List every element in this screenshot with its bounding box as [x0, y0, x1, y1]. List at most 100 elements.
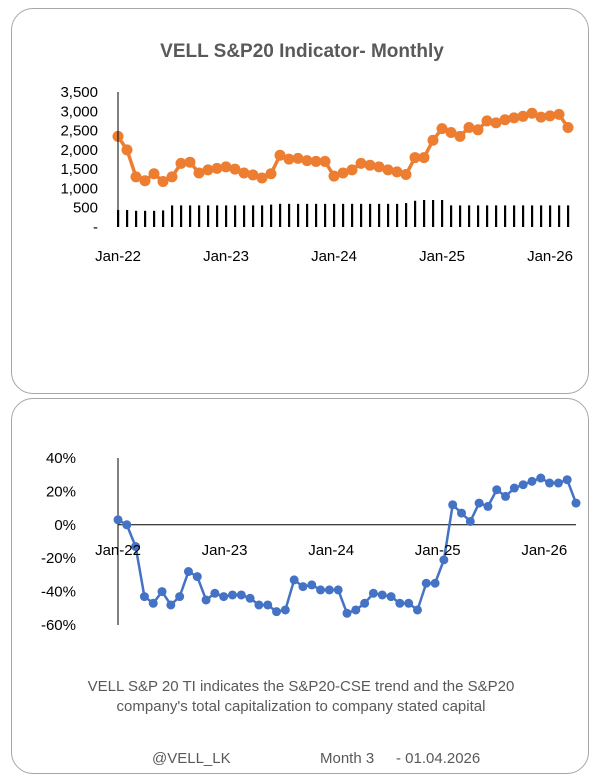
volume-bar — [225, 205, 228, 227]
volume-bar — [540, 205, 543, 227]
volume-bar — [297, 203, 300, 227]
indicator-point — [184, 156, 196, 168]
twitter-handle: @VELL_LK — [152, 750, 231, 767]
volume-bar — [513, 205, 516, 227]
trend-point — [316, 585, 326, 595]
volume-bar — [270, 204, 273, 227]
volume-bar — [558, 205, 561, 227]
indicator-point — [256, 172, 268, 184]
trend-point — [368, 588, 378, 598]
trend-point — [465, 516, 475, 526]
trend-point — [430, 578, 440, 588]
indicator-point — [454, 130, 466, 142]
trend-point — [298, 582, 308, 592]
volume-bar — [531, 205, 534, 227]
volume-bar — [414, 200, 417, 227]
trend-point — [518, 480, 528, 490]
trend-point — [324, 585, 334, 595]
trend-point — [272, 607, 282, 617]
trend-point — [175, 592, 185, 602]
trend-point — [395, 598, 405, 608]
trend-point — [360, 598, 370, 608]
volume-bar — [306, 203, 309, 227]
trend-point — [157, 587, 167, 597]
y-tick-label: - — [93, 219, 98, 236]
y-tick-label: -60% — [41, 617, 76, 634]
volume-bar — [378, 203, 381, 227]
indicator-point — [391, 166, 403, 178]
volume-bar — [495, 205, 498, 227]
volume-bar — [198, 205, 201, 227]
volume-bar — [216, 205, 219, 227]
volume-bar — [441, 200, 444, 227]
indicator-point — [463, 121, 475, 133]
footnote: VELL S&P 20 TI indicates the S&P20-CSE t… — [87, 678, 515, 715]
chart-title: VELL S&P20 Indicator- Monthly — [160, 41, 444, 62]
x-tick-label: Jan-24 — [311, 248, 357, 265]
indicator-chart: VELL S&P20 Indicator- Monthly 3,500 3,000… — [60, 41, 574, 265]
indicator-point — [238, 167, 250, 179]
volume-bar — [333, 203, 336, 227]
volume-bar — [243, 205, 246, 227]
indicator-point — [211, 162, 223, 174]
volume-bar — [405, 203, 408, 227]
trend-point — [351, 605, 361, 615]
indicator-point — [247, 169, 259, 181]
trend-point — [492, 485, 502, 495]
indicator-point — [310, 155, 322, 167]
trend-point — [263, 600, 273, 610]
trend-point — [201, 595, 211, 605]
volume-bar — [459, 205, 462, 227]
volume-bar — [180, 205, 183, 227]
indicator-point — [175, 157, 187, 169]
volume-bar — [171, 205, 174, 227]
volume-bar — [162, 210, 165, 227]
indicator-point — [436, 123, 448, 135]
trend-point — [333, 585, 343, 595]
indicator-point — [364, 159, 376, 171]
trend-chart-panel: 40% 20% 0% -20% -40% -60% Jan-22 Jan-23 Jan-24 J… — [11, 398, 589, 774]
trend-point — [474, 498, 484, 508]
indicator-point — [130, 171, 142, 183]
volume-bar — [468, 205, 471, 227]
x-tick-label: Jan-24 — [308, 542, 354, 559]
y-tick-label: 0% — [54, 517, 76, 534]
volume-bar — [477, 205, 480, 227]
trend-point — [245, 593, 255, 603]
indicator-point — [301, 155, 313, 167]
trend-point — [421, 578, 431, 588]
y-tick-label: 3,500 — [60, 84, 98, 101]
x-tick-label: Jan-26 — [527, 248, 573, 265]
trend-point — [342, 608, 352, 618]
indicator-point — [265, 168, 277, 180]
volume-bar — [450, 205, 453, 227]
trend-point — [483, 501, 493, 511]
indicator-point — [193, 167, 205, 179]
indicator-point — [139, 175, 151, 187]
indicator-point — [526, 107, 538, 119]
indicator-point — [355, 157, 367, 169]
trend-point — [113, 515, 123, 525]
trend-point — [236, 590, 246, 600]
y-tick-label: 500 — [73, 200, 98, 217]
volume-bar — [153, 210, 156, 227]
indicator-point — [472, 124, 484, 136]
indicator-point — [373, 161, 385, 173]
indicator-point — [148, 168, 160, 180]
trend-point — [562, 475, 572, 485]
y-tick-label: 1,000 — [60, 180, 98, 197]
trend-point — [457, 508, 466, 518]
indicator-point — [562, 121, 574, 133]
volume-bar — [549, 205, 552, 227]
volume-bar — [369, 203, 372, 227]
volume-bar — [126, 210, 129, 227]
trend-point — [307, 580, 317, 590]
trend-point — [377, 590, 387, 600]
indicator-point — [445, 127, 457, 138]
volume-bar — [252, 205, 255, 227]
indicator-point — [319, 155, 331, 167]
volume-bar — [207, 205, 210, 227]
trend-point — [536, 473, 546, 483]
x-tick-label: Jan-26 — [521, 542, 567, 559]
indicator-point — [490, 117, 502, 129]
